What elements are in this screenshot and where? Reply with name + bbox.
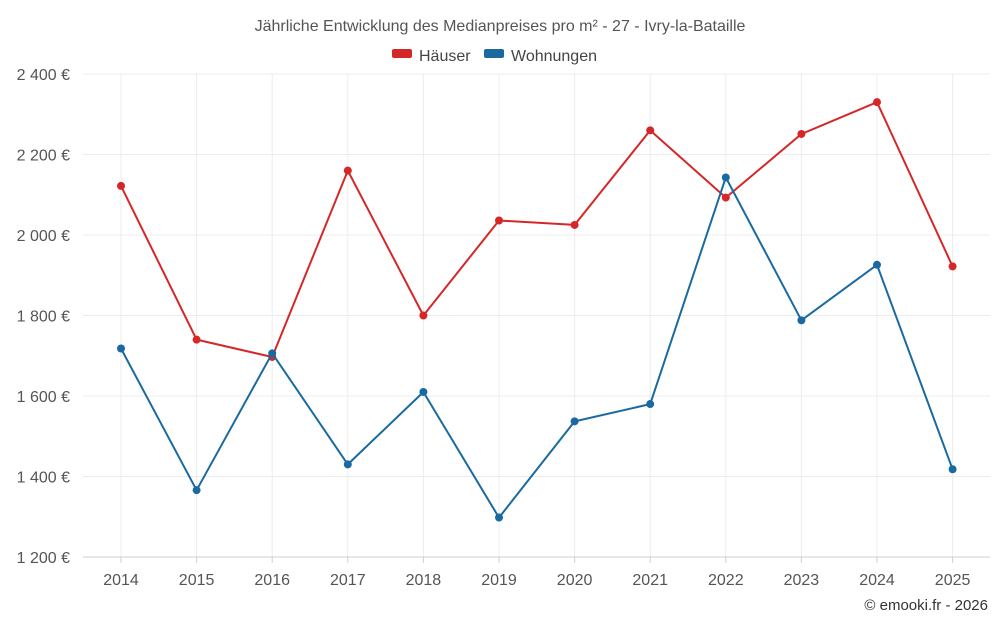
series-wohnungen [117,173,957,522]
legend-item: Häuser [392,48,471,65]
y-axis: 1 200 € 1 400 € 1 600 € 1 800 € 2 000 € 2 200… [17,67,70,567]
data-point [570,417,579,426]
legend: Häuser Wohnungen [392,48,597,65]
data-point [873,98,881,107]
legend-label: Häuser [419,48,471,65]
x-tick-label: 2014 [103,572,139,589]
data-point [570,220,579,229]
data-point [192,486,201,495]
data-point [948,465,957,474]
y-tick-label: 1 800 € [17,309,70,326]
y-tick-label: 2 000 € [17,228,70,245]
legend-swatch [484,49,504,58]
y-tick-label: 2 400 € [17,67,70,84]
data-point [646,126,655,135]
data-point [419,387,428,396]
x-tick-label: 2022 [708,572,744,589]
data-point [721,193,730,202]
y-tick-label: 1 600 € [17,389,70,406]
x-tick-label: 2023 [784,572,820,589]
data-point [117,181,125,190]
data-point [268,349,277,358]
series-line [120,176,954,519]
x-tick-label: 2015 [179,572,215,589]
series-haeuser [117,98,957,361]
legend-item: Wohnungen [484,48,597,65]
y-tick-label: 1 400 € [17,470,70,487]
legend-swatch [392,49,412,58]
x-tick-label: 2019 [481,572,517,589]
x-tick-label: 2018 [406,572,442,589]
grid [83,73,990,557]
x-axis: 2014 2015 2016 2017 2018 2019 2020 2021 2022 2023… [83,556,990,589]
y-tick-label: 1 200 € [17,550,70,567]
series-layer [117,98,957,522]
data-point [343,460,352,469]
credit-text: © emooki.fr - 2026 [864,597,988,614]
data-point [495,216,503,225]
data-point [797,316,806,325]
series-line [120,101,954,358]
x-tick-label: 2021 [632,572,668,589]
data-point [873,260,881,269]
data-point [419,311,428,320]
data-point [343,166,352,175]
x-tick-label: 2017 [330,572,366,589]
data-point [495,513,503,522]
x-tick-label: 2025 [935,572,971,589]
x-tick-label: 2016 [254,572,290,589]
x-tick-label: 2020 [557,572,593,589]
y-tick-label: 2 200 € [17,148,70,165]
data-point [797,129,806,138]
data-point [646,400,655,409]
data-point [721,173,730,182]
legend-label: Wohnungen [511,48,597,65]
data-point [948,262,957,271]
x-tick-label: 2024 [859,572,895,589]
chart-title: Jährliche Entwicklung des Medianpreises … [255,18,746,35]
data-point [192,335,201,344]
data-point [117,344,125,353]
